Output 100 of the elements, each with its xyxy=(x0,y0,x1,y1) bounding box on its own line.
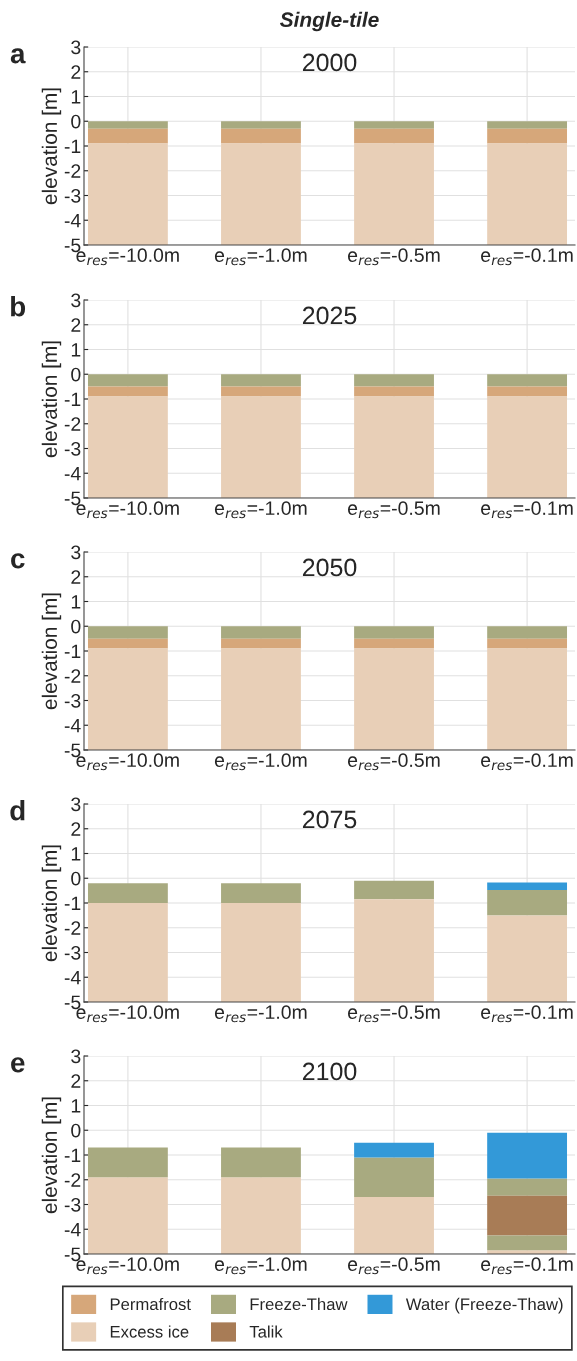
text: c xyxy=(11,553,25,569)
x-tick-label: e$_{res}$=-1.0m xyxy=(214,1005,307,1023)
bar xyxy=(354,374,434,387)
x-tick-label: e$_{res}$=-0.5m xyxy=(348,501,440,519)
legend-label: Water (Freeze-Thaw) xyxy=(405,1297,563,1314)
x-tick-label: e$_{res}$=-0.5m xyxy=(348,1257,440,1275)
chart-subtitle: 2050 xyxy=(302,558,357,577)
y-tick-label: -3 xyxy=(64,693,81,708)
bar xyxy=(487,889,568,916)
text: d xyxy=(10,800,25,821)
bar xyxy=(487,915,568,1002)
text: b xyxy=(11,296,26,317)
bar xyxy=(354,143,434,245)
x-tick-label: e$_{res}$=-0.5m xyxy=(348,753,440,771)
x-tick-label: e$_{res}$=-0.1m xyxy=(481,1005,573,1023)
y-tick-label: -5 xyxy=(64,238,81,253)
y-tick-label: -5 xyxy=(64,491,81,506)
bar xyxy=(221,128,301,144)
x-tick-label: e$_{res}$=-1.0m xyxy=(214,1257,307,1275)
bar xyxy=(487,121,568,129)
x-tick-label: e$_{res}$=-0.1m xyxy=(481,501,573,519)
bar xyxy=(354,1157,434,1198)
y-tick-label: -2 xyxy=(64,164,81,178)
y-tick-label: -2 xyxy=(64,1173,81,1187)
chart-subtitle: 2000 xyxy=(302,53,357,72)
bar xyxy=(487,1235,568,1251)
y-tick-label: 1 xyxy=(71,847,81,861)
text: e xyxy=(11,1057,25,1073)
y-tick-label: 2 xyxy=(71,822,81,836)
x-tick-label: e$_{res}$=-1.0m xyxy=(214,501,307,519)
x-tick-label: e$_{res}$=-0.1m xyxy=(481,248,573,266)
y-tick-label: -2 xyxy=(64,921,81,935)
bar xyxy=(354,899,434,1002)
y-tick-label: -5 xyxy=(64,1247,81,1262)
bar xyxy=(87,1177,168,1254)
y-axis-title: elevation [m] xyxy=(41,1097,62,1214)
y-tick-label: 3 xyxy=(71,293,81,308)
y-tick-label: -2 xyxy=(64,669,81,683)
y-tick-label: 0 xyxy=(71,367,81,382)
bar xyxy=(487,1178,568,1196)
y-tick-label: -4 xyxy=(64,1222,81,1237)
y-tick-label: 1 xyxy=(71,595,81,609)
chart-subtitle: 2025 xyxy=(302,306,357,325)
legend-label: Freeze-Thaw xyxy=(250,1297,348,1311)
chart-subtitle: 2075 xyxy=(302,810,357,829)
text: a xyxy=(10,48,26,64)
y-tick-label: -1 xyxy=(64,392,81,407)
bar xyxy=(87,128,168,144)
bar xyxy=(354,121,434,129)
bar xyxy=(487,626,568,639)
bar xyxy=(487,374,568,387)
y-tick-label: 0 xyxy=(71,871,81,886)
chart-title: Single-tile xyxy=(279,11,379,32)
bar xyxy=(354,638,434,649)
y-tick-label: 0 xyxy=(71,1123,81,1138)
y-tick-label: 1 xyxy=(71,90,81,104)
bar xyxy=(487,143,568,245)
y-tick-label: 2 xyxy=(71,1074,81,1088)
y-tick-label: -1 xyxy=(64,644,81,659)
bar xyxy=(354,1142,434,1158)
y-tick-label: 2 xyxy=(71,570,81,584)
bar xyxy=(87,374,168,387)
bar xyxy=(87,883,168,903)
y-tick-label: -3 xyxy=(64,441,81,456)
bar xyxy=(221,1147,301,1178)
y-axis-title: elevation [m] xyxy=(41,88,62,205)
y-tick-label: -5 xyxy=(64,743,81,758)
legend-label: Excess ice xyxy=(110,1325,189,1338)
bar xyxy=(221,883,301,903)
bar xyxy=(87,626,168,639)
bar xyxy=(487,1195,568,1236)
x-tick-label: e$_{res}$=-0.1m xyxy=(481,1257,573,1275)
bar xyxy=(87,648,168,750)
chart-subtitle: 2100 xyxy=(302,1062,357,1081)
bar xyxy=(354,386,434,397)
y-tick-label: 0 xyxy=(71,114,81,129)
bar xyxy=(487,396,568,498)
bar xyxy=(221,626,301,639)
bar xyxy=(87,121,168,129)
bar xyxy=(487,128,568,144)
bar xyxy=(87,386,168,397)
bar xyxy=(354,1197,434,1254)
y-tick-label: -3 xyxy=(64,945,81,960)
bar xyxy=(487,386,568,397)
bar xyxy=(221,396,301,498)
y-tick-label: 1 xyxy=(71,1099,81,1113)
y-tick-label: -2 xyxy=(64,417,81,431)
y-tick-label: -3 xyxy=(64,1197,81,1212)
y-axis-title: elevation [m] xyxy=(41,593,62,710)
x-tick-label: e$_{res}$=-0.5m xyxy=(348,248,440,266)
y-axis-title: elevation [m] xyxy=(41,341,62,458)
bar xyxy=(87,143,168,245)
bar xyxy=(221,903,301,1002)
bar xyxy=(487,1132,568,1179)
bar xyxy=(487,882,568,890)
y-tick-label: -1 xyxy=(64,896,81,911)
bar xyxy=(354,128,434,144)
y-tick-label: 3 xyxy=(71,797,81,812)
bar xyxy=(354,648,434,750)
bar xyxy=(87,396,168,498)
